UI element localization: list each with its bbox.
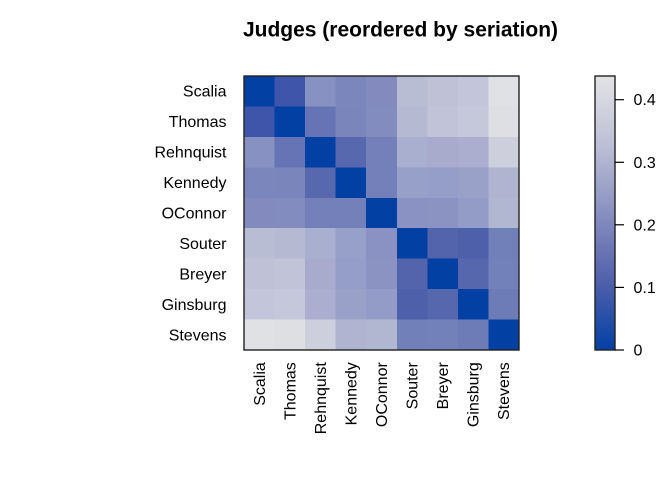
svg-text:Thomas: Thomas bbox=[282, 362, 299, 420]
svg-text:OConnor: OConnor bbox=[162, 206, 228, 223]
svg-text:Scalia: Scalia bbox=[183, 84, 227, 101]
svg-text:Ginsburg: Ginsburg bbox=[466, 362, 483, 427]
svg-text:Judges (reordered by seriation: Judges (reordered by seriation) bbox=[243, 18, 558, 41]
svg-text:0: 0 bbox=[634, 343, 643, 360]
svg-text:Stevens: Stevens bbox=[496, 362, 513, 420]
svg-text:Rehnquist: Rehnquist bbox=[154, 145, 227, 162]
svg-text:Kennedy: Kennedy bbox=[163, 175, 226, 192]
svg-text:OConnor: OConnor bbox=[374, 362, 391, 428]
svg-text:Thomas: Thomas bbox=[169, 114, 227, 131]
svg-text:Kennedy: Kennedy bbox=[343, 362, 360, 425]
svg-text:0.4: 0.4 bbox=[634, 92, 656, 109]
svg-text:Breyer: Breyer bbox=[179, 266, 227, 283]
svg-text:Breyer: Breyer bbox=[435, 362, 452, 410]
svg-text:Stevens: Stevens bbox=[169, 327, 227, 344]
svg-text:0.2: 0.2 bbox=[634, 217, 656, 234]
svg-text:Rehnquist: Rehnquist bbox=[313, 362, 330, 435]
svg-text:Souter: Souter bbox=[179, 236, 227, 253]
svg-text:Scalia: Scalia bbox=[252, 362, 269, 406]
svg-text:0.3: 0.3 bbox=[634, 155, 656, 172]
svg-text:Souter: Souter bbox=[405, 362, 422, 410]
svg-text:Ginsburg: Ginsburg bbox=[162, 297, 227, 314]
svg-text:0.1: 0.1 bbox=[634, 280, 656, 297]
